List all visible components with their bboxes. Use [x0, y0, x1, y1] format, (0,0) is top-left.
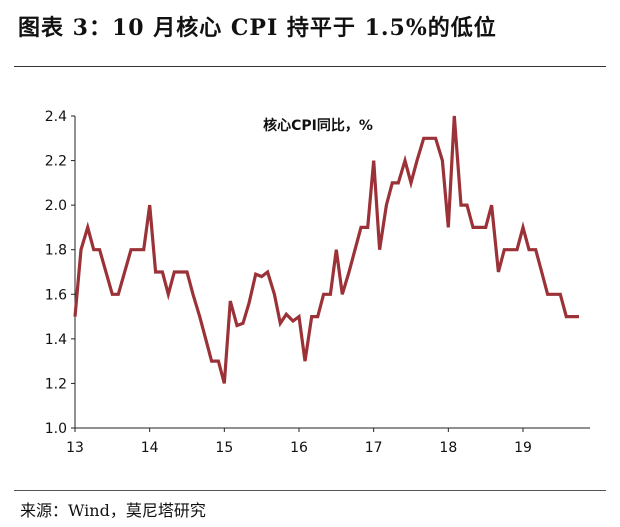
- y-tick-label: 2.4: [45, 109, 67, 125]
- x-tick-label: 19: [514, 440, 532, 456]
- title-divider: [14, 66, 606, 67]
- x-tick-label: 16: [290, 440, 308, 456]
- y-tick-label: 1.4: [45, 332, 67, 348]
- source-note: 来源：Wind，莫尼塔研究: [20, 501, 206, 520]
- page-title: 图表 3：10 月核心 CPI 持平于 1.5%的低位: [18, 15, 497, 41]
- y-tick-label: 2.2: [45, 154, 67, 170]
- x-tick-label: 14: [141, 440, 159, 456]
- y-tick-label: 1.2: [45, 376, 67, 392]
- y-tick-label: 2.0: [45, 198, 67, 214]
- x-tick-label: 18: [439, 440, 457, 456]
- footer-divider: [14, 490, 606, 491]
- x-tick-label: 15: [215, 440, 233, 456]
- line-chart: 1.0 1.2 1.4 1.6 1.8 2.0 2.2 2.4 13 14 15 16 17 18 19 核心…: [45, 109, 590, 456]
- series-line: [73, 115, 579, 384]
- chart-title: 核心CPI同比，%: [263, 117, 373, 134]
- y-tick-label: 1.6: [45, 287, 67, 303]
- x-tick-label: 13: [66, 440, 84, 456]
- y-tick-label: 1.8: [45, 243, 67, 259]
- y-tick-label: 1.0: [45, 421, 67, 437]
- x-tick-label: 17: [365, 440, 383, 456]
